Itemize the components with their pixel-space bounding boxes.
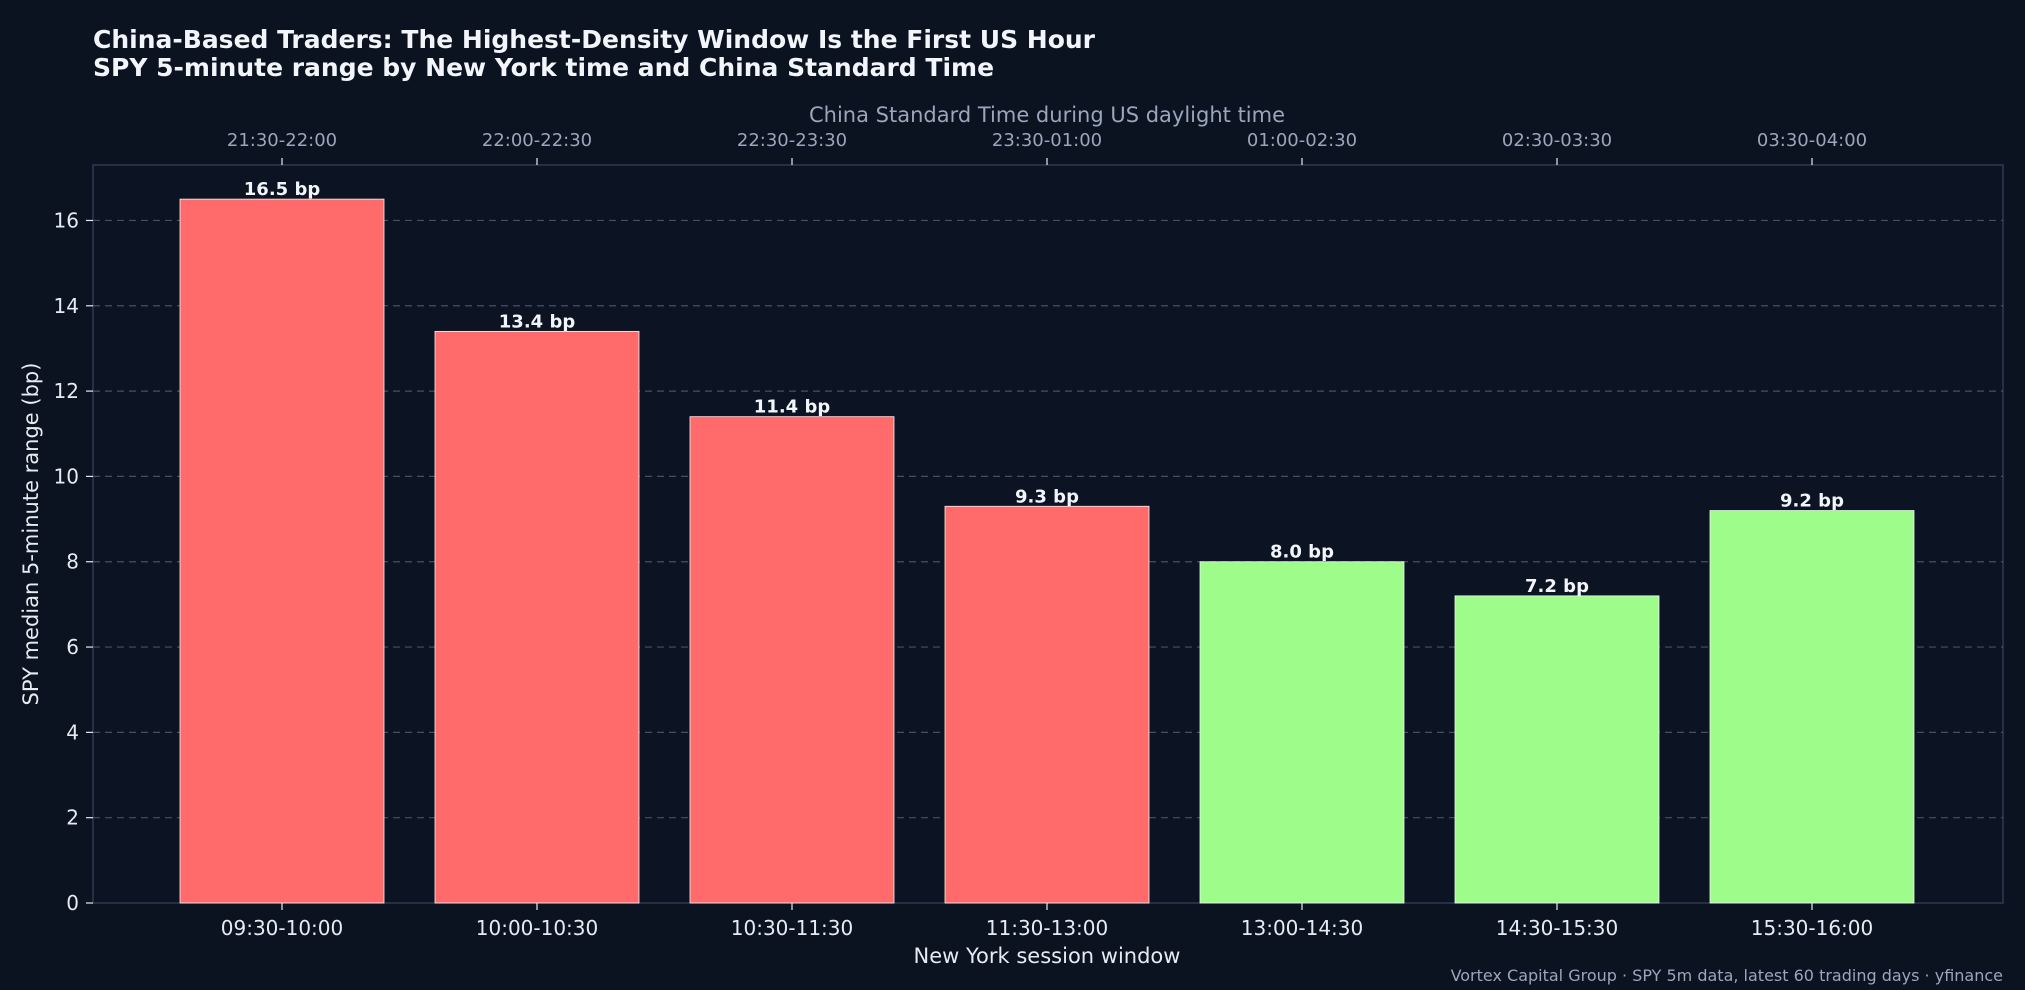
secondary-x-tick-label: 02:30-03:30 — [1502, 130, 1612, 151]
data-labels: 16.5 bp 13.4 bp 11.4 bp 9.3 bp 8.0 bp 7.2 bp 9… — [244, 179, 1844, 597]
bar-value-label: 9.3 bp — [1015, 486, 1079, 507]
source-note: Vortex Capital Group · SPY 5m data, late… — [1451, 966, 2003, 985]
chart-title: China-Based Traders: The Highest-Density… — [93, 25, 1096, 54]
x-tick-label: 14:30-15:30 — [1496, 916, 1619, 940]
bar-value-label: 9.2 bp — [1780, 491, 1844, 512]
bar — [1199, 561, 1405, 904]
bar — [179, 198, 385, 904]
bar-value-label: 16.5 bp — [244, 179, 321, 200]
y-tick-label: 6 — [66, 635, 79, 659]
y-tick-label: 0 — [66, 891, 79, 915]
x-tick-label: 09:30-10:00 — [221, 916, 344, 940]
x-tick-label: 13:00-14:30 — [1241, 916, 1364, 940]
bar-value-label: 7.2 bp — [1525, 576, 1589, 597]
secondary-x-tick-label: 22:30-23:30 — [737, 130, 847, 151]
y-tick-label: 8 — [66, 550, 79, 574]
x-tick-label: 10:00-10:30 — [476, 916, 599, 940]
bar — [944, 505, 1150, 904]
bar — [689, 416, 895, 904]
y-tick-label: 14 — [54, 294, 79, 318]
y-tick-label: 16 — [54, 208, 79, 232]
bar-value-label: 11.4 bp — [754, 397, 831, 418]
bars — [179, 198, 1915, 904]
secondary-x-tick-label: 03:30-04:00 — [1757, 130, 1867, 151]
y-tick-label: 4 — [66, 720, 79, 744]
bar — [1454, 595, 1660, 904]
y-tick-label: 10 — [54, 464, 79, 488]
secondary-x-tick-label: 22:00-22:30 — [482, 130, 592, 151]
y-axis-label: SPY median 5-minute range (bp) — [19, 363, 43, 706]
x-tick-label: 11:30-13:00 — [986, 916, 1109, 940]
chart-subtitle: SPY 5-minute range by New York time and … — [93, 53, 994, 82]
secondary-x-tick-label: 21:30-22:00 — [227, 130, 337, 151]
secondary-x-tick-label: 23:30-01:00 — [992, 130, 1102, 151]
x-tick-label: 10:30-11:30 — [731, 916, 854, 940]
x-tick-label: 15:30-16:00 — [1751, 916, 1874, 940]
secondary-x-axis-ticks: 21:30-22:00 22:00-22:30 22:30-23:30 23:30-0… — [227, 130, 1867, 165]
y-axis-ticks: 0 2 4 6 8 10 12 14 16 — [54, 208, 93, 915]
y-tick-label: 2 — [66, 806, 79, 830]
secondary-x-tick-label: 01:00-02:30 — [1247, 130, 1357, 151]
bar — [1709, 510, 1915, 904]
bar-value-label: 8.0 bp — [1270, 542, 1334, 563]
x-axis-ticks: 09:30-10:00 10:00-10:30 10:30-11:30 11:30-1… — [221, 903, 1874, 940]
bar — [434, 330, 640, 904]
y-tick-label: 12 — [54, 379, 79, 403]
secondary-x-axis-label: China Standard Time during US daylight t… — [809, 103, 1285, 127]
bar-value-label: 13.4 bp — [499, 311, 576, 332]
x-axis-label: New York session window — [914, 944, 1181, 968]
